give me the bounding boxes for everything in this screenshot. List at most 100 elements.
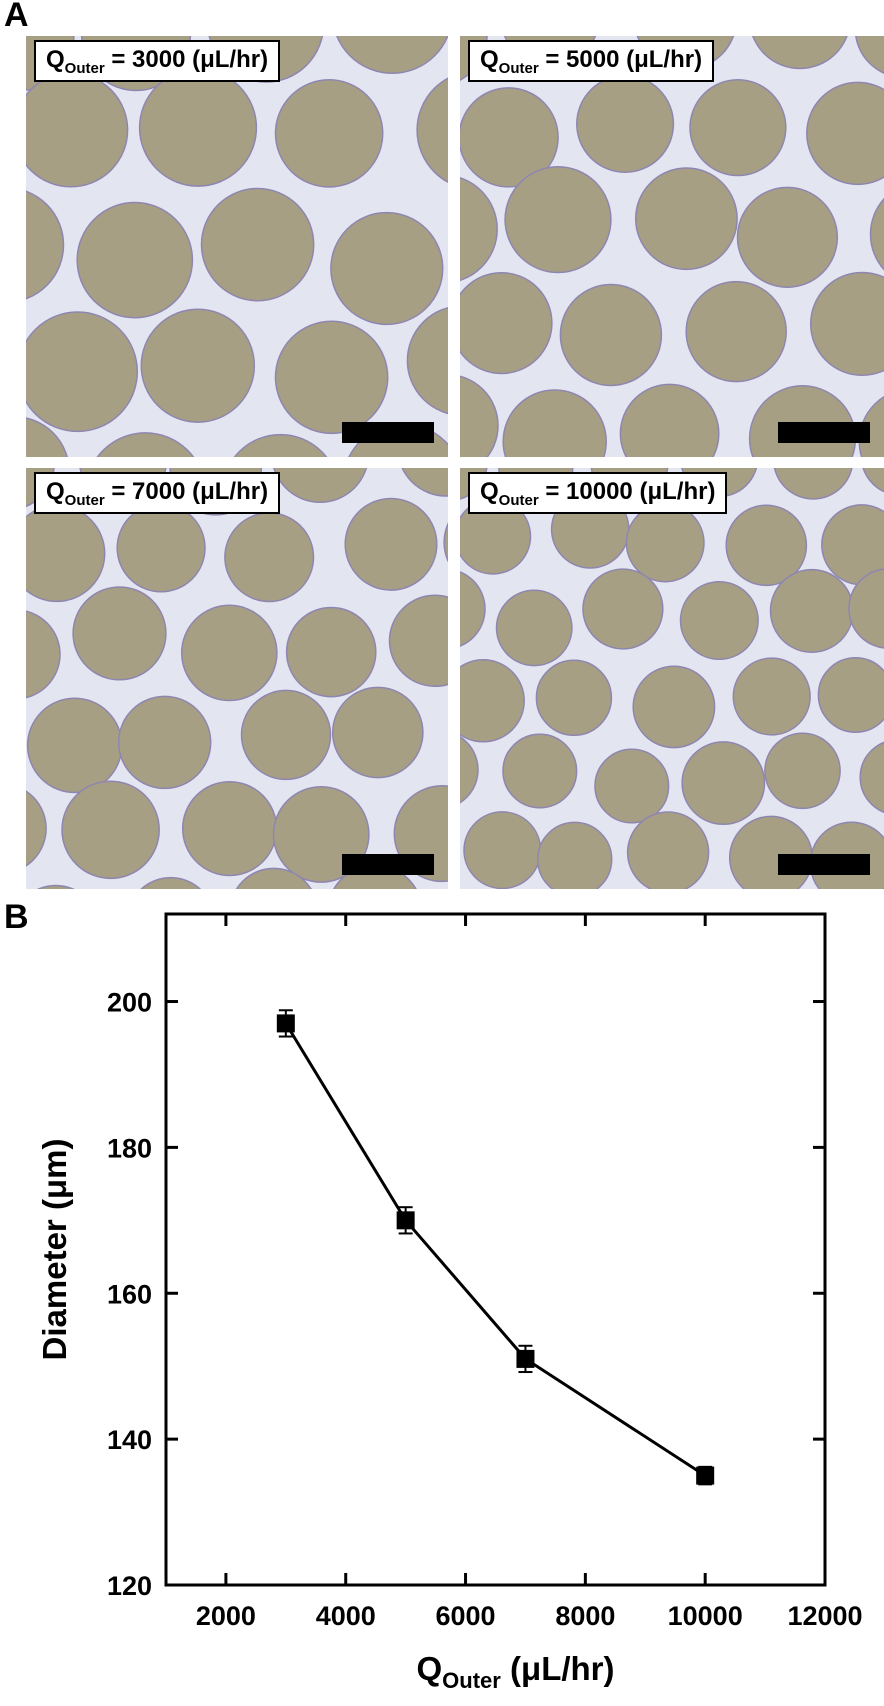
microbead: [416, 77, 448, 184]
microbead: [806, 81, 884, 186]
microbead: [817, 657, 884, 733]
label-value: = 3000 (μL/hr): [104, 46, 269, 73]
label-subscript: Outer: [64, 60, 105, 77]
microbead: [495, 589, 573, 667]
label-subscript: Outer: [498, 492, 539, 509]
microbead: [117, 695, 212, 790]
microbead: [679, 580, 759, 661]
micrograph-label: QOuter = 10000 (μL/hr): [468, 472, 728, 514]
microbead: [140, 308, 256, 423]
microbead: [685, 280, 787, 383]
microbead: [26, 190, 65, 300]
label-q: Q: [480, 46, 499, 73]
microbead: [725, 504, 808, 587]
label-subscript: Outer: [64, 492, 105, 509]
microbead: [764, 732, 841, 810]
data-point: [276, 1014, 295, 1033]
microbead: [26, 790, 47, 867]
microbead: [26, 311, 139, 433]
microbead: [180, 604, 278, 702]
label-subscript: Outer: [498, 60, 539, 77]
microbead: [773, 468, 853, 500]
scale-bar: [342, 422, 434, 443]
microbead: [559, 283, 663, 387]
y-tick-label: 120: [107, 1571, 152, 1601]
microbead: [406, 306, 448, 415]
microbead: [848, 568, 884, 649]
microbead: [274, 79, 384, 188]
x-tick-label: 4000: [316, 1601, 376, 1631]
bead-layer: [460, 468, 884, 889]
micrograph-3000: QOuter = 3000 (μL/hr): [26, 36, 448, 457]
microbead: [855, 36, 884, 74]
microbead: [460, 87, 559, 188]
y-tick-label: 140: [107, 1425, 152, 1455]
microbead: [388, 594, 448, 688]
microbead: [26, 697, 123, 794]
microbead: [681, 741, 766, 826]
diameter-chart: 2000 4000 6000 8000 10000 12000 120 140 160 180 20…: [36, 912, 863, 1693]
bead-layer: [460, 36, 884, 457]
microbead: [769, 568, 854, 653]
microbead: [502, 733, 578, 809]
microbead: [61, 780, 160, 880]
y-tick-label: 160: [107, 1279, 152, 1309]
x-tick-label: 6000: [436, 1601, 496, 1631]
microbead: [594, 748, 670, 824]
scale-bar: [342, 854, 434, 875]
microbead: [140, 876, 202, 889]
microbead: [460, 659, 525, 743]
microbead: [26, 72, 129, 188]
microbead: [96, 432, 195, 457]
microbead: [460, 177, 498, 282]
microbead: [632, 665, 716, 749]
microbead: [76, 201, 194, 319]
microbead: [634, 167, 738, 271]
microbead: [502, 389, 607, 457]
microbead: [285, 606, 377, 698]
microbead: [72, 586, 167, 681]
microbead: [460, 735, 479, 804]
microbead: [233, 433, 328, 457]
microbead: [626, 811, 710, 889]
label-q: Q: [480, 478, 499, 505]
panel-b-letter: B: [4, 898, 29, 936]
label-q: Q: [46, 46, 65, 73]
microbead: [181, 780, 278, 877]
label-q: Q: [46, 478, 65, 505]
microbead: [331, 686, 424, 779]
y-axis-label: Diameter (μm): [36, 1139, 73, 1361]
microbead: [443, 522, 448, 563]
micrograph-label: QOuter = 7000 (μL/hr): [34, 472, 281, 514]
data-point: [396, 1211, 415, 1230]
microbead: [224, 512, 315, 603]
microbead: [809, 271, 884, 377]
x-tick-label: 2000: [196, 1601, 256, 1631]
x-tick-label: 8000: [555, 1601, 615, 1631]
microbead: [460, 375, 499, 457]
microbead: [235, 867, 312, 889]
micrograph-label: QOuter = 5000 (μL/hr): [468, 40, 715, 82]
microbead: [240, 689, 332, 781]
microbead: [460, 571, 486, 647]
micrograph-label: QOuter = 3000 (μL/hr): [34, 40, 281, 82]
series-line: [284, 1022, 707, 1477]
y-tick-label: 200: [107, 988, 152, 1018]
microbead: [330, 211, 444, 326]
microbead: [336, 36, 448, 75]
bead-layer: [26, 36, 448, 457]
micrograph-10000: QOuter = 10000 (μL/hr): [460, 468, 884, 889]
microbead: [26, 504, 106, 603]
microbead: [344, 497, 438, 591]
microbead: [535, 659, 613, 737]
microbead: [859, 741, 884, 814]
microbead: [26, 417, 68, 457]
microbead: [582, 568, 664, 650]
microbead: [619, 383, 720, 457]
microbead: [439, 887, 448, 889]
data-point: [516, 1349, 535, 1368]
microbead: [689, 78, 787, 177]
label-value: = 10000 (μL/hr): [538, 478, 716, 505]
microbead: [576, 74, 675, 173]
microbead: [869, 197, 884, 271]
